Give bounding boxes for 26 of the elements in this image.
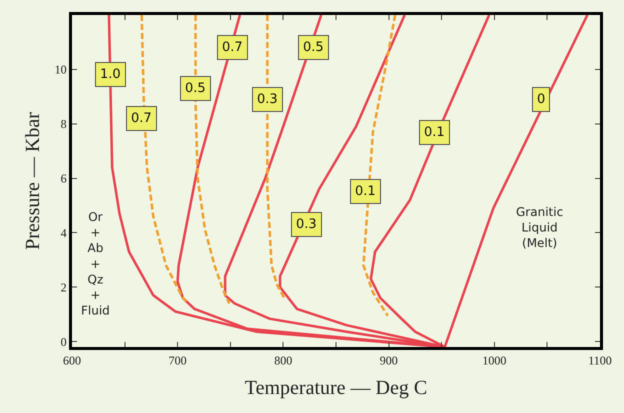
x-tick-label: 1100	[588, 353, 612, 368]
annotation: 0.7	[131, 111, 152, 126]
y-tick-label: 6	[60, 171, 67, 186]
annotation: 0.1	[424, 125, 445, 140]
x-tick-label: 600	[63, 353, 81, 368]
y-tick-label: 0	[60, 334, 67, 349]
y-tick-label: 4	[60, 226, 67, 240]
x-axis-title: Temperature — Deg C	[244, 376, 428, 399]
annotation: Granitic Liquid (Melt)	[516, 205, 564, 250]
x-tick-label: 1000	[482, 353, 506, 368]
annotation: 0.3	[257, 92, 278, 107]
annotation: Or + Ab + Qz + Fluid	[81, 210, 110, 318]
annotation: 0.5	[303, 40, 324, 55]
annotation: 1.0	[100, 67, 121, 82]
annotation: 0.5	[185, 81, 206, 96]
y-tick-label: 10	[54, 62, 67, 77]
annotation: 0.1	[355, 184, 376, 199]
x-tick-label: 800	[274, 353, 292, 368]
y-tick-label: 8	[60, 117, 67, 132]
y-tick-label: 2	[60, 280, 67, 294]
x-tick-label: 900	[380, 353, 398, 368]
annotation: 0.3	[296, 217, 317, 232]
annotation: 0.7	[222, 40, 243, 55]
x-tick-label: 700	[168, 353, 187, 368]
annotation: 0	[537, 92, 546, 107]
y-axis-title: Pressure — Kbar	[22, 112, 44, 250]
